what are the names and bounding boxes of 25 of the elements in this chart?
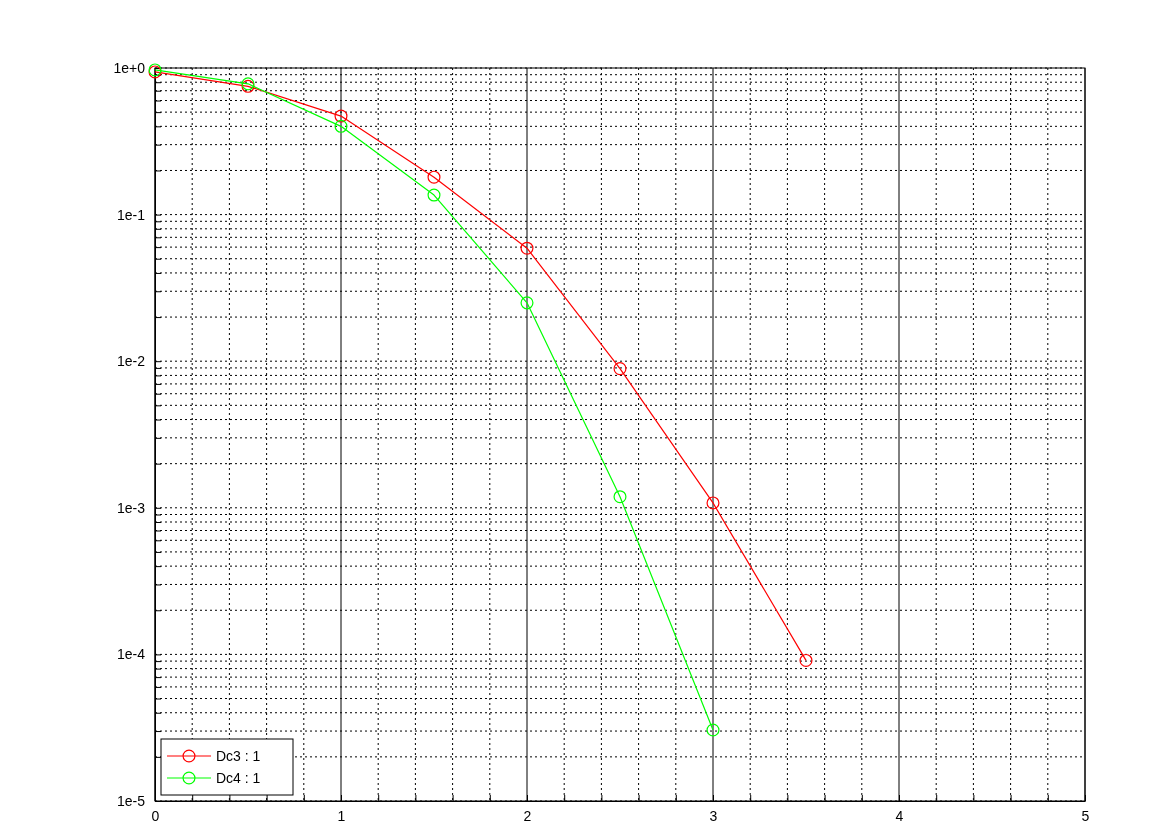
y-tick-label: 1e-3 bbox=[116, 499, 146, 516]
y-tick-label: 1e-5 bbox=[116, 792, 146, 809]
point bbox=[520, 296, 534, 310]
legend-label: Dc3 : 1 bbox=[216, 748, 261, 764]
point bbox=[706, 723, 720, 737]
legend-label: Dc4 : 1 bbox=[216, 770, 261, 786]
point bbox=[706, 496, 720, 510]
x-tick-label: 5 bbox=[1081, 807, 1090, 824]
point bbox=[613, 362, 627, 376]
x-tick-label: 0 bbox=[151, 807, 160, 824]
point bbox=[613, 490, 627, 504]
point bbox=[427, 170, 441, 184]
point bbox=[520, 241, 534, 255]
x-tick-label: 3 bbox=[709, 807, 718, 824]
point bbox=[334, 119, 348, 133]
x-tick-label: 2 bbox=[523, 807, 532, 824]
y-tick-label: 1e-4 bbox=[116, 646, 146, 663]
x-tick-label: 1 bbox=[337, 807, 346, 824]
x-tick-label: 4 bbox=[895, 807, 904, 824]
point bbox=[334, 109, 348, 123]
y-tick-label: 1e+0 bbox=[113, 59, 146, 76]
point bbox=[427, 188, 441, 202]
y-tick-label: 1e-1 bbox=[116, 206, 146, 223]
point bbox=[799, 653, 813, 667]
y-tick-label: 1e-2 bbox=[116, 353, 146, 370]
